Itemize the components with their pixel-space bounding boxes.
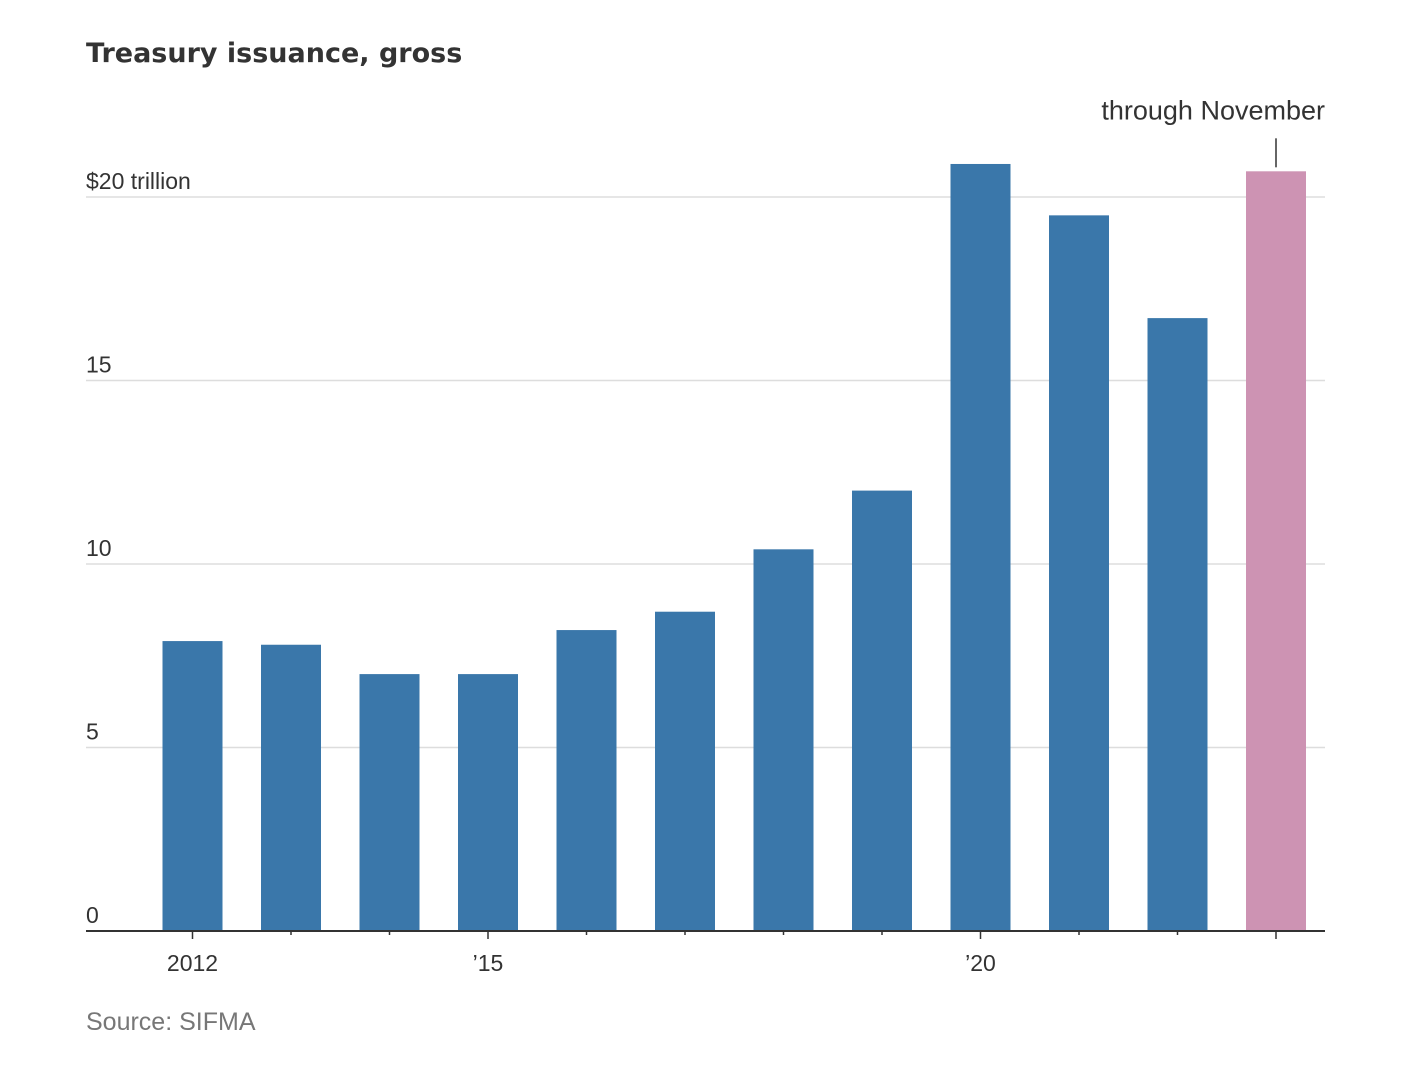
bar-2020: [950, 163, 1011, 932]
bar-2019: [852, 490, 912, 931]
annotation: through November: [1101, 95, 1325, 168]
x-tick-label: ’15: [473, 950, 504, 976]
bar-2014: [359, 674, 420, 931]
x-axis-labels: 2012 ’15 ’20: [167, 950, 996, 976]
source-note: Source: SIFMA: [86, 1008, 256, 1036]
bar-2015: [458, 674, 518, 931]
chart-title: Treasury issuance, gross: [86, 38, 463, 69]
bar-2017: [655, 611, 715, 931]
x-axis: [86, 930, 1325, 939]
y-tick-label: 10: [86, 535, 112, 561]
bar-2021: [1049, 215, 1109, 932]
bar-2018: [753, 549, 814, 931]
bars: [162, 163, 1306, 932]
y-tick-label: $20 trillion: [86, 168, 191, 194]
bar-2022: [1147, 318, 1208, 931]
x-tick-label: 2012: [167, 950, 218, 976]
bar-2023: [1246, 171, 1306, 931]
y-tick-label: 15: [86, 352, 112, 378]
annotation-label: through November: [1101, 95, 1325, 125]
bar-2013: [261, 644, 321, 931]
bar-2016: [556, 630, 617, 931]
y-axis-labels: 0 5 10 15 $20 trillion: [86, 168, 191, 928]
y-tick-label: 5: [86, 719, 99, 745]
x-tick-label: ’20: [965, 950, 996, 976]
y-tick-label: 0: [86, 902, 99, 928]
bar-2012: [162, 641, 223, 931]
